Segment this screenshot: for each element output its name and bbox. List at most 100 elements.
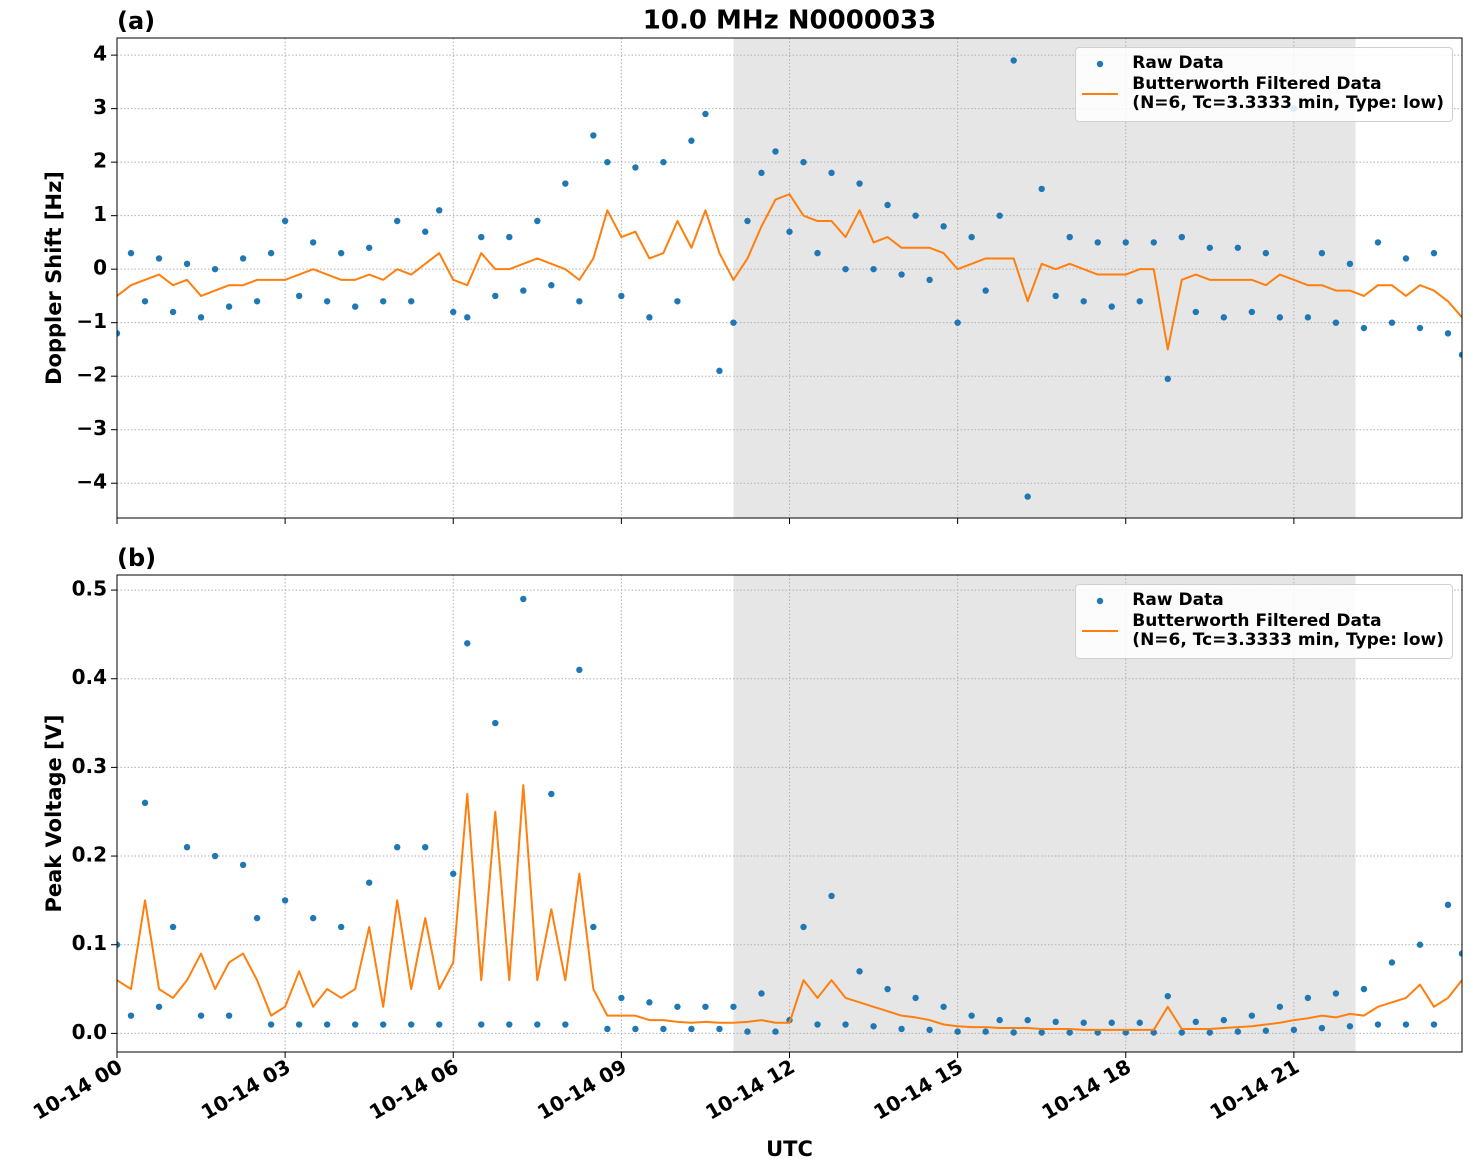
- raw-point: [618, 292, 625, 300]
- panel-label: (a): [117, 7, 155, 35]
- raw-point: [562, 180, 569, 187]
- raw-point: [940, 223, 947, 230]
- raw-point: [1276, 1003, 1284, 1010]
- raw-point: [436, 207, 443, 214]
- raw-point: [1332, 319, 1340, 326]
- y-tick-label: 1: [93, 202, 107, 226]
- raw-point: [464, 314, 471, 321]
- raw-point: [1052, 1018, 1059, 1026]
- raw-point: [982, 287, 989, 294]
- raw-point: [1136, 298, 1143, 305]
- raw-point: [1388, 319, 1396, 326]
- raw-point: [730, 319, 737, 326]
- raw-point: [379, 1021, 387, 1028]
- raw-point: [1360, 324, 1368, 332]
- legend-key: [1082, 630, 1119, 632]
- raw-point: [169, 308, 177, 316]
- raw-point: [1024, 493, 1031, 500]
- raw-point: [1136, 1019, 1143, 1026]
- raw-point: [478, 1021, 485, 1028]
- raw-point: [1192, 308, 1200, 316]
- legend-key: [1082, 93, 1119, 95]
- raw-point: [197, 1012, 205, 1019]
- raw-point: [141, 298, 149, 305]
- raw-point: [1444, 330, 1452, 337]
- raw-point: [169, 923, 177, 931]
- legend-label: Butterworth Filtered Data (N=6, Tc=3.333…: [1132, 74, 1444, 113]
- raw-point: [408, 298, 415, 305]
- raw-point: [912, 994, 919, 1002]
- raw-point: [183, 260, 191, 268]
- raw-point: [1094, 1029, 1101, 1036]
- legend-marker: [1097, 597, 1104, 604]
- raw-point: [996, 212, 1003, 219]
- raw-point: [1276, 314, 1284, 321]
- raw-point: [365, 244, 373, 251]
- raw-point: [744, 217, 751, 225]
- raw-point: [1262, 249, 1270, 257]
- raw-point: [351, 303, 359, 310]
- raw-point: [1234, 1028, 1242, 1035]
- raw-point: [295, 292, 303, 300]
- raw-point: [702, 110, 709, 118]
- raw-point: [1374, 239, 1382, 246]
- raw-point: [1388, 959, 1396, 966]
- raw-point: [323, 298, 331, 305]
- raw-point: [632, 164, 639, 171]
- raw-point: [141, 799, 149, 807]
- raw-point: [954, 1028, 961, 1035]
- raw-point: [506, 233, 513, 241]
- raw-point: [660, 1025, 667, 1033]
- raw-point: [870, 265, 877, 273]
- raw-point: [996, 1016, 1003, 1024]
- raw-point: [394, 843, 401, 851]
- legend-entry: Raw Data: [1082, 54, 1444, 73]
- x-tick-label: 10-14 03: [197, 1054, 295, 1124]
- raw-point: [688, 137, 695, 144]
- raw-point: [127, 249, 135, 257]
- raw-point: [1290, 1026, 1298, 1034]
- raw-point: [239, 255, 247, 262]
- x-tick-label: 10-14 00: [29, 1054, 127, 1124]
- raw-point: [492, 719, 499, 727]
- raw-point: [1038, 185, 1045, 193]
- raw-point: [1304, 994, 1312, 1002]
- raw-point: [1094, 239, 1101, 246]
- raw-point: [1024, 1016, 1031, 1024]
- raw-point: [758, 990, 765, 997]
- raw-point: [337, 923, 345, 931]
- raw-point: [1318, 249, 1326, 257]
- raw-point: [898, 271, 905, 278]
- raw-point: [323, 1021, 331, 1028]
- raw-point: [688, 1025, 695, 1033]
- raw-point: [576, 298, 583, 305]
- raw-point: [117, 330, 121, 337]
- raw-point: [786, 228, 793, 235]
- raw-point: [436, 1021, 443, 1028]
- raw-point: [1374, 1021, 1382, 1028]
- y-tick-label: 0.5: [72, 577, 107, 601]
- raw-point: [576, 666, 583, 674]
- legend-entry: Butterworth Filtered Data (N=6, Tc=3.333…: [1082, 75, 1444, 113]
- raw-point: [912, 212, 919, 219]
- raw-point: [337, 249, 345, 257]
- filtered-line: [117, 193, 1462, 351]
- filtered-line: [117, 784, 1462, 1031]
- raw-point: [1304, 314, 1312, 321]
- raw-point: [1080, 298, 1087, 305]
- raw-point: [211, 852, 219, 860]
- y-axis-label: Doppler Shift [Hz]: [42, 171, 66, 385]
- raw-point: [926, 1026, 933, 1034]
- raw-point: [1080, 1019, 1087, 1026]
- raw-point: [1402, 255, 1410, 262]
- raw-point: [253, 914, 261, 922]
- y-tick-label: −1: [76, 309, 107, 333]
- raw-point: [422, 843, 429, 851]
- raw-point: [1178, 233, 1185, 241]
- raw-point: [1108, 1019, 1115, 1026]
- raw-point: [870, 1023, 877, 1030]
- raw-point: [1010, 1029, 1017, 1036]
- raw-point: [1178, 1029, 1185, 1036]
- legend-entry: Raw Data: [1082, 591, 1444, 610]
- raw-point: [365, 879, 373, 886]
